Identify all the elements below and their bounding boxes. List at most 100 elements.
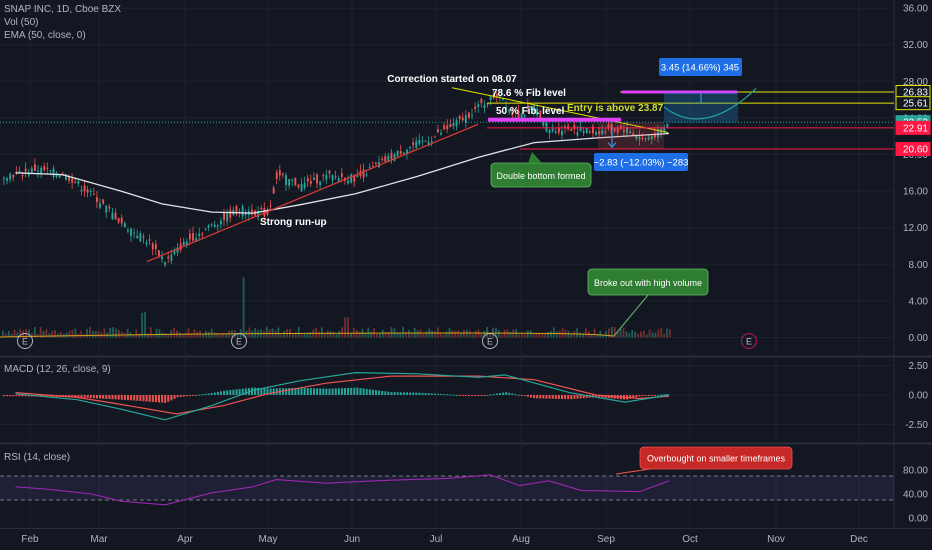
candle-body [415,141,418,148]
macd-histogram-bar [635,395,638,398]
volume-bar [640,331,642,338]
candle-body [393,154,396,161]
volume-bar [326,330,329,338]
volume-bar [263,330,265,338]
candle-body [623,130,625,132]
macd-tick-label: -2.50 [905,420,928,431]
candle-body [269,205,272,207]
price-axis-label-text: 22.91 [903,123,928,134]
volume-bar [451,330,454,338]
candle-body [477,104,480,107]
volume-bar [173,327,175,338]
candle-body [34,164,36,172]
rsi-line [15,474,670,506]
macd-histogram-bar [638,395,641,397]
candle-body [350,174,353,183]
candle-body [96,197,98,202]
volume-bar [42,331,45,338]
volume-bar [384,332,387,338]
candle-body [337,178,340,183]
ema-legend[interactable]: EMA (50, close, 0) [4,30,86,41]
volume-bar [602,334,605,338]
macd-legend[interactable]: MACD (12, 26, close, 9) [4,363,111,376]
volume-bar [402,326,404,338]
macd-histogram-bar [309,388,312,395]
candle-body [322,175,325,177]
macd-histogram-bar [319,388,322,395]
earnings-marker [482,333,498,349]
macd-histogram-bar [483,395,486,396]
earnings-marker-label: E [236,337,242,347]
volume-bar [13,329,16,338]
candle-body [86,189,89,193]
macd-histogram-bar [365,388,368,395]
volume-bar [364,332,367,338]
macd-histogram-bar [303,387,306,395]
candle-body [424,140,427,142]
candle-body [641,138,644,140]
macd-histogram-bar [579,395,582,399]
macd-histogram-bar [666,394,669,396]
candle-body [198,233,201,237]
main-legend: SNAP INC, 1D, Cboe BZX Vol (50) EMA (50,… [4,3,121,42]
macd-histogram-bar [477,395,480,397]
candle-body [40,167,43,174]
macd-histogram-bar [3,395,5,397]
candle-body [148,239,151,241]
x-tick-label: Jun [344,534,360,545]
macd-histogram-bar [238,389,241,395]
macd-histogram-bar [381,390,384,395]
volume-bar [213,332,216,338]
annotation-fib-786: 78.6 % Fib level [492,88,566,99]
candle-body [105,205,108,213]
volume-bar [315,327,317,338]
candle-body [111,212,114,220]
candle-body [464,115,467,123]
candle-body [452,123,455,127]
candle-body [108,206,111,209]
macd-histogram-bar [399,392,402,395]
y-tick-label: 0.00 [909,333,929,344]
x-tick-label: Aug [512,534,530,545]
volume-bar [468,330,471,338]
volume-bar [381,329,384,338]
candle-body [353,175,356,182]
volume-bar [187,328,190,338]
macd-histogram-bar [86,395,89,398]
macd-histogram-bar [458,395,461,396]
macd-histogram-bar [533,395,536,399]
macd-histogram-bar [387,391,390,395]
candle-body [387,155,390,163]
candle-body [179,243,182,251]
candle-body [362,169,365,178]
macd-histogram-bar [136,395,139,401]
candle-body [43,166,46,170]
symbol-title[interactable]: SNAP INC, 1D, Cboe BZX [4,4,122,15]
volume-bar [390,327,393,338]
rsi-legend[interactable]: RSI (14, close) [4,451,70,464]
y-tick-label: 12.00 [903,223,928,234]
candle-body [471,114,473,116]
candle-body [127,230,129,232]
volume-bar [132,334,135,338]
volume-bar [71,329,74,338]
macd-histogram-bar [396,392,399,395]
macd-histogram-bar [514,394,517,396]
candle-body [650,136,653,139]
macd-histogram-bar [570,395,573,400]
ema-line [15,132,670,214]
candle-body [598,131,601,135]
volume-bar [526,330,529,338]
price-axis-label [895,96,931,111]
volume-bar [2,330,4,338]
volume-bar [350,333,352,338]
overbought-note [639,446,793,470]
breakout-text: Broke out with high volume [594,278,702,288]
volume-bar [555,331,558,338]
volume-bar [112,327,114,338]
macd-signal-line [15,375,670,415]
candle-body [316,174,318,184]
y-tick-label: 28.00 [903,77,928,88]
volume-legend[interactable]: Vol (50) [4,17,39,28]
